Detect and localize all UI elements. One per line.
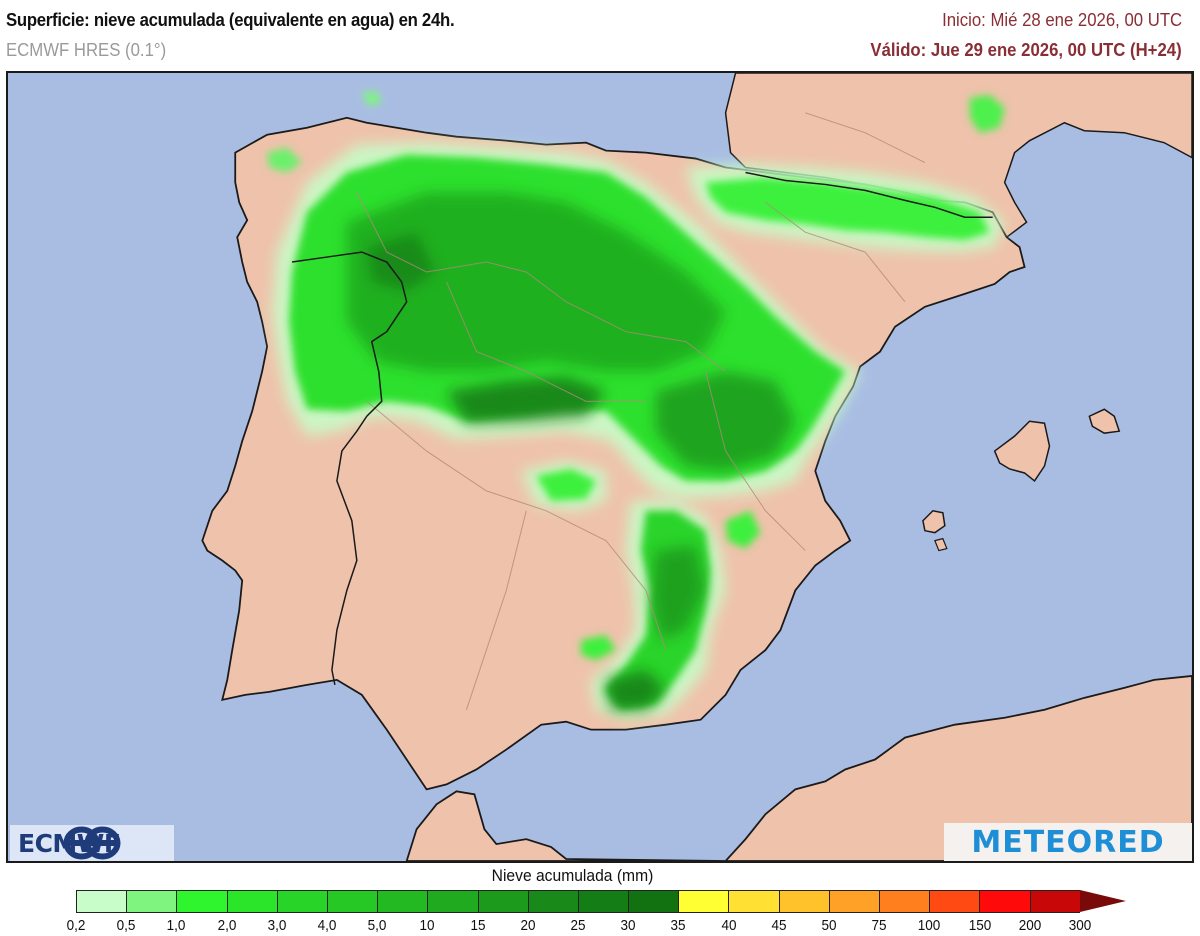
legend-tick: 4,0 (317, 917, 337, 934)
legend-swatch (226, 890, 277, 913)
legend-tick: 0,2 (66, 917, 86, 934)
legend-tick: 30 (620, 917, 636, 934)
legend-swatch (477, 890, 528, 913)
legend-tick-labels: 0,2 0,5 1,0 2,0 3,0 4,0 5,0 10 15 20 25 … (67, 917, 1176, 935)
meteored-logo-text: METEORED (971, 824, 1165, 860)
legend-swatch (678, 890, 729, 913)
legend-swatch (76, 890, 127, 913)
legend-swatch (527, 890, 578, 913)
ecmwf-logo: ECMWF (10, 825, 174, 861)
legend-swatch (427, 890, 478, 913)
legend-tick: 0,5 (116, 917, 136, 934)
legend-tick: 1,0 (167, 917, 186, 934)
legend-tick: 3,0 (267, 917, 287, 934)
legend-swatch (929, 890, 980, 913)
legend-swatch (176, 890, 227, 913)
legend-tick: 35 (670, 917, 686, 934)
legend-tick: 15 (470, 917, 486, 934)
legend-swatch (628, 890, 679, 913)
init-time: Inicio: Mié 28 ene 2026, 00 UTC (941, 10, 1182, 30)
legend-title: Nieve acumulada (mm) (491, 866, 654, 885)
ecmwf-swirl-icon (63, 826, 121, 860)
snow-map: ECMWF METEORED (6, 71, 1194, 863)
legend-swatch (377, 890, 428, 913)
meteored-logo: METEORED (944, 823, 1192, 861)
legend-tick: 45 (771, 917, 787, 934)
legend-overflow-arrow-icon (1079, 890, 1126, 912)
legend-tick: 10 (419, 917, 435, 934)
internal-borders (356, 112, 926, 710)
mallorca-island (993, 420, 1051, 483)
legend-swatch (126, 890, 177, 913)
legend-swatch (326, 890, 378, 913)
legend-swatch (828, 890, 879, 913)
ibiza-island (922, 509, 946, 534)
menorca-island (1088, 408, 1121, 434)
formentera-island (934, 537, 948, 552)
legend-swatch (728, 890, 779, 913)
legend-tick: 75 (871, 917, 887, 934)
legend-tick: 200 (1018, 917, 1042, 934)
color-legend-bar (76, 890, 1126, 913)
legend-swatch (879, 890, 930, 913)
legend-tick: 25 (570, 917, 586, 934)
legend-swatch (1029, 890, 1080, 913)
legend-tick: 150 (968, 917, 991, 934)
legend-tick: 2,0 (217, 917, 236, 934)
valid-time: Válido: Jue 29 ene 2026, 00 UTC (H+24) (870, 40, 1182, 60)
legend-tick: 5,0 (367, 917, 387, 934)
national-borders (291, 171, 993, 686)
legend-tick: 100 (918, 917, 941, 934)
north-africa-landmass (405, 675, 1192, 861)
model-label: ECMWF HRES (0.1°) (6, 40, 167, 60)
legend-swatch (276, 890, 327, 913)
legend-tick: 50 (821, 917, 837, 934)
legend-swatch (979, 890, 1030, 913)
legend-swatch (577, 890, 629, 913)
legend-tick: 20 (520, 917, 536, 934)
snow-dark-layer (346, 192, 796, 710)
legend-tick: 40 (721, 917, 737, 934)
map-canvas (201, 73, 1192, 861)
map-title: Superficie: nieve acumulada (equivalente… (6, 10, 455, 30)
legend-swatch (778, 890, 829, 913)
legend-tick: 300 (1068, 917, 1092, 934)
